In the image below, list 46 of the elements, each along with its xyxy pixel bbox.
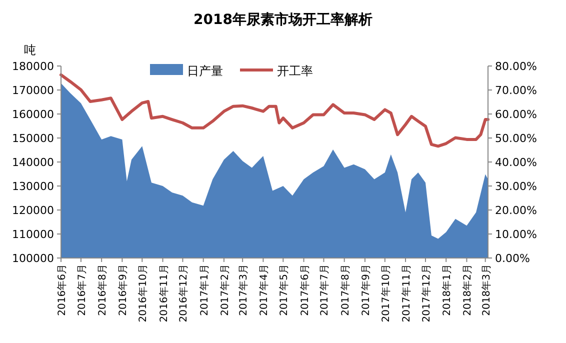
x-tick-label: 2016年6月 — [56, 264, 68, 316]
x-tick-label: 2016年9月 — [117, 264, 130, 316]
legend-label: 日产量 — [187, 64, 223, 78]
y-tick-label: 150000 — [12, 132, 54, 145]
x-tick-label: 2017年4月 — [258, 264, 270, 316]
x-tick-label: 2017年2月 — [218, 264, 231, 316]
y2-tick-label: 0.00% — [495, 252, 530, 265]
y-tick-label: 120000 — [12, 204, 54, 217]
x-tick-label: 2017年8月 — [339, 264, 352, 316]
y2-tick-label: 80.00% — [495, 60, 537, 73]
y2-tick-label: 10.00% — [495, 228, 537, 241]
y-tick-label: 170000 — [12, 84, 54, 97]
y-axis-title: 吨 — [24, 43, 36, 57]
y-tick-label: 180000 — [12, 60, 54, 73]
x-tick-label: 2018年3月 — [480, 264, 492, 316]
x-tick-label: 2016年7月 — [76, 264, 88, 316]
legend-开工率: 开工率 — [240, 64, 313, 78]
x-tick-label: 2018年2月 — [462, 264, 474, 316]
x-tick-label: 2017年11月 — [400, 264, 413, 322]
x-tick-label: 2017年6月 — [298, 264, 311, 316]
legend-label: 开工率 — [277, 64, 313, 78]
y2-tick-label: 40.00% — [495, 156, 537, 169]
y-tick-label: 160000 — [12, 108, 54, 121]
y-tick-label: 100000 — [12, 252, 54, 265]
y2-tick-label: 30.00% — [495, 180, 537, 193]
x-tick-label: 2016年8月 — [96, 264, 109, 316]
x-tick-label: 2017年3月 — [238, 264, 250, 316]
x-tick-label: 2017年12月 — [420, 264, 432, 322]
y2-tick-label: 50.00% — [495, 132, 537, 145]
legend-日产量: 日产量 — [150, 64, 223, 78]
x-tick-label: 2017年9月 — [360, 264, 372, 316]
x-tick-label: 2018年1月 — [441, 264, 454, 316]
chart-title: 2018年尿素市场开工率解析 — [194, 11, 372, 28]
x-tick-label: 2017年10月 — [380, 264, 392, 322]
x-tick-label: 2016年12月 — [178, 264, 190, 322]
y2-tick-label: 20.00% — [495, 204, 537, 217]
x-tick-label: 2017年5月 — [278, 264, 290, 316]
y2-tick-label: 70.00% — [495, 84, 537, 97]
x-tick-label: 2016年10月 — [137, 264, 150, 322]
x-tick-label: 2017年7月 — [318, 264, 331, 316]
x-tick-label: 2016年11月 — [158, 264, 170, 322]
y2-tick-label: 60.00% — [495, 108, 537, 121]
y-tick-label: 110000 — [12, 228, 54, 241]
x-tick-label: 2017年1月 — [198, 264, 210, 316]
y-tick-label: 130000 — [12, 180, 54, 193]
y-tick-label: 140000 — [12, 156, 54, 169]
